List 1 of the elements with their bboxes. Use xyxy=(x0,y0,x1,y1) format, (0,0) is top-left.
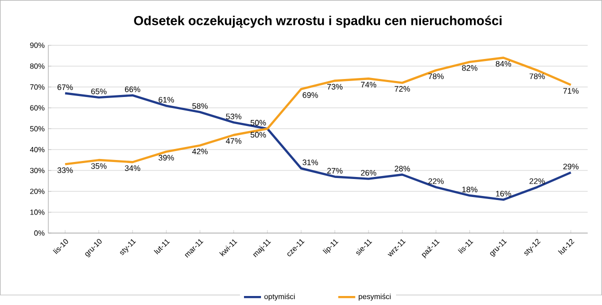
chart-title: Odsetek oczekujących wzrostu i spadku cen nieruchomości xyxy=(134,16,502,28)
